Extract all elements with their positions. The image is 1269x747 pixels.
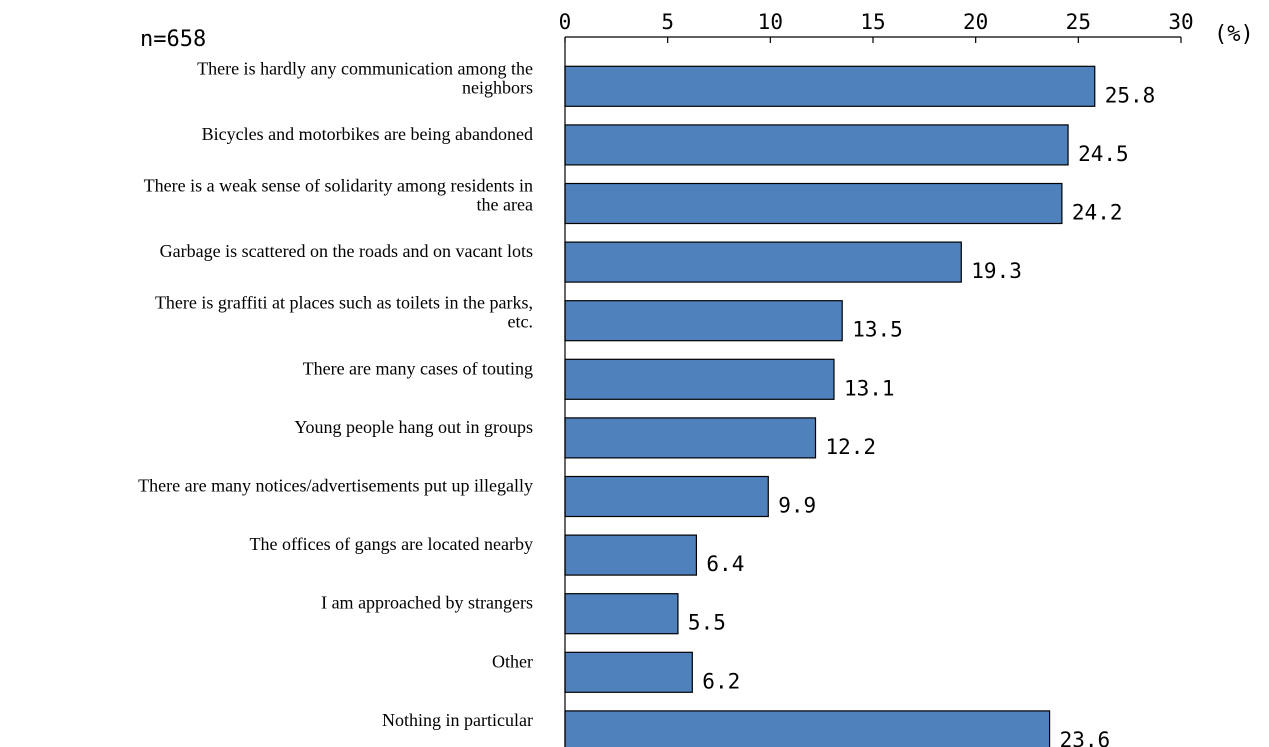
- x-tick-label: 0: [559, 10, 572, 34]
- bar: [564, 710, 1051, 747]
- data-label: 23.6: [1060, 728, 1111, 747]
- x-tick-label: 15: [860, 10, 885, 34]
- bar: [564, 300, 843, 342]
- bar: [564, 651, 693, 693]
- bar: [564, 475, 769, 518]
- category-labels: There is hardly any communication among …: [138, 58, 533, 730]
- bar: [564, 534, 698, 576]
- bar: [564, 241, 962, 283]
- bar: [564, 182, 1063, 225]
- category-label: There is a weak sense of solidarity amon…: [144, 176, 533, 196]
- x-tick-label: 5: [661, 10, 674, 34]
- bar: [564, 593, 679, 635]
- bar: [564, 417, 817, 459]
- data-label: 24.2: [1072, 201, 1123, 225]
- data-label: 12.2: [826, 435, 877, 459]
- data-label: 19.3: [971, 259, 1022, 283]
- bars-group: 25.8 24.5 24.2 19.3 13.5 13.1 12.2 9.9 6.4 5.5 6.2…: [564, 65, 1156, 747]
- category-label: etc.: [508, 312, 533, 332]
- x-tick-label: 10: [758, 10, 783, 34]
- x-tick-label: 30: [1168, 10, 1193, 34]
- unit-label: (%): [1214, 22, 1254, 47]
- data-label: 13.5: [852, 318, 903, 342]
- category-label: I am approached by strangers: [321, 593, 533, 613]
- sample-size-label: n=658: [140, 27, 206, 52]
- bar: [564, 65, 1096, 107]
- x-tick-label: 25: [1066, 10, 1091, 34]
- category-label: Bicycles and motorbikes are being abando…: [202, 124, 533, 144]
- x-axis-ticks: 0 5 10 15 20 25 30: [559, 10, 1194, 43]
- category-label: Garbage is scattered on the roads and on…: [160, 241, 533, 261]
- category-label: The offices of gangs are located nearby: [249, 534, 533, 554]
- data-label: 25.8: [1105, 83, 1156, 107]
- x-tick-label: 20: [963, 10, 988, 34]
- category-label: the area: [477, 195, 533, 215]
- category-label: Nothing in particular: [382, 710, 533, 730]
- bar: [564, 358, 835, 400]
- category-label: There is graffiti at places such as toil…: [155, 293, 533, 313]
- data-label: 9.9: [778, 494, 816, 518]
- data-label: 5.5: [688, 611, 726, 635]
- data-label: 24.5: [1078, 142, 1129, 166]
- category-label: There are many cases of touting: [303, 358, 533, 378]
- category-label: Other: [492, 651, 533, 671]
- category-label: neighbors: [462, 77, 533, 97]
- data-label: 6.2: [702, 669, 740, 693]
- category-label: There is hardly any communication among …: [197, 58, 533, 78]
- category-label: There are many notices/advertisements pu…: [138, 476, 533, 496]
- data-label: 13.1: [844, 376, 895, 400]
- bar: [564, 124, 1069, 166]
- category-label: Young people hang out in groups: [294, 417, 533, 437]
- data-label: 6.4: [706, 552, 744, 576]
